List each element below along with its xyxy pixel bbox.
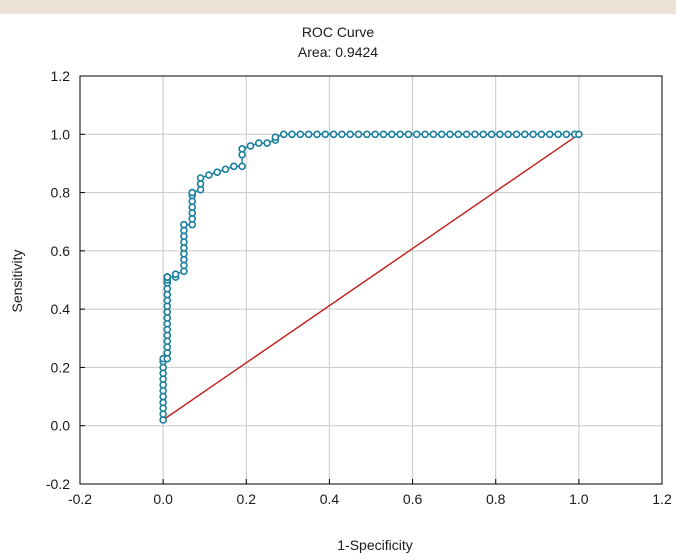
roc-point: [562, 130, 571, 139]
roc-point: [471, 130, 479, 139]
x-tick-label: 0.2: [237, 491, 257, 507]
y-tick-label: 1.0: [51, 126, 71, 142]
roc-point: [221, 165, 230, 174]
y-tick-label: 0.4: [51, 301, 71, 317]
roc-point: [496, 130, 504, 139]
roc-point: [246, 142, 255, 150]
reference-line-group: [162, 133, 580, 421]
x-tick-labels: -0.2 0.0 0.2 0.4 0.6 0.8 1.0 1.2: [68, 491, 672, 507]
roc-point: [296, 130, 305, 139]
roc-point: [238, 162, 246, 171]
x-tick-label: 1.0: [569, 491, 589, 507]
y-tick-label: 0.8: [51, 185, 71, 201]
roc-point: [437, 130, 446, 139]
roc-point: [462, 130, 471, 139]
roc-point: [338, 130, 346, 139]
roc-point: [354, 130, 363, 139]
x-tick-label: 0.4: [320, 491, 340, 507]
roc-point: [387, 130, 396, 139]
roc-point: [263, 139, 271, 147]
roc-point: [479, 130, 488, 139]
y-tick-label: 0.2: [51, 359, 71, 375]
roc-point: [537, 130, 546, 139]
roc-point: [412, 130, 421, 139]
roc-point: [288, 130, 296, 139]
chart-title: ROC Curve: [301, 24, 375, 40]
y-axis-label: Sensitivity: [9, 249, 25, 312]
roc-point: [213, 168, 221, 176]
plot-frame: [79, 75, 663, 485]
roc-point: [421, 130, 429, 139]
x-tick-label: 0.0: [153, 491, 173, 507]
roc-point: [279, 130, 288, 139]
x-tick-label: -0.2: [68, 491, 92, 507]
roc-point: [545, 130, 554, 139]
x-axis-label: 1-Specificity: [337, 537, 412, 553]
roc-point: [329, 130, 338, 139]
y-tick-label: 1.2: [51, 68, 71, 84]
roc-point: [230, 162, 238, 171]
roc-point: [396, 130, 404, 139]
roc-point: [379, 130, 388, 139]
roc-series-group: [159, 130, 583, 424]
roc-point: [304, 130, 313, 139]
roc-point: [346, 130, 355, 139]
roc-point: [554, 130, 562, 139]
roc-point: [180, 220, 188, 229]
roc-point: [487, 130, 496, 139]
roc-point: [205, 171, 213, 179]
roc-point: [188, 188, 197, 197]
y-tick-labels: -0.2 0.0 0.2 0.4 0.6 0.8 1.0 1.2: [46, 68, 70, 492]
roc-point: [575, 130, 583, 139]
roc-point: [404, 130, 413, 139]
roc-point: [171, 270, 180, 278]
roc-point: [254, 139, 263, 147]
x-tick-label: 0.8: [486, 491, 506, 507]
x-tick-label: 1.2: [652, 491, 672, 507]
roc-point: [271, 133, 280, 141]
y-tick-label: 0.6: [51, 243, 71, 259]
roc-point: [163, 273, 172, 281]
x-tick-label: 0.6: [403, 491, 423, 507]
roc-point: [321, 130, 330, 139]
roc-point: [446, 130, 454, 139]
roc-point: [363, 130, 371, 139]
roc-point: [529, 130, 537, 139]
chart-subtitle: Area: 0.9424: [297, 44, 379, 60]
top-band: [0, 0, 676, 14]
y-tick-label: -0.2: [46, 476, 70, 492]
roc-point: [238, 145, 246, 153]
y-tick-label: 0.0: [51, 418, 71, 434]
roc-point: [313, 130, 321, 139]
roc-point: [196, 174, 205, 182]
roc-point: [371, 130, 379, 139]
roc-point: [521, 130, 529, 139]
roc-point: [512, 130, 521, 139]
roc-point: [504, 130, 512, 139]
roc-point: [429, 130, 438, 139]
reference-line: [162, 133, 580, 421]
roc-point: [454, 130, 463, 139]
